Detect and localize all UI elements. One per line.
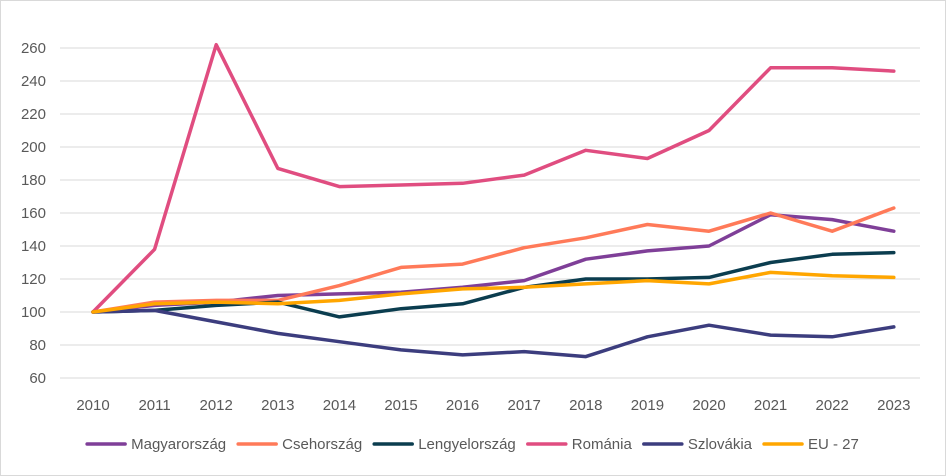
y-tick-label: 220 bbox=[21, 106, 46, 123]
x-tick-label: 2019 bbox=[631, 397, 664, 414]
x-tick-label: 2017 bbox=[508, 397, 541, 414]
x-tick-label: 2018 bbox=[569, 397, 602, 414]
x-tick-label: 2016 bbox=[446, 397, 479, 414]
series-line-1 bbox=[91, 206, 896, 314]
legend: Magyarország Csehország Lengyelország Román… bbox=[85, 436, 859, 453]
legend-label: Románia bbox=[572, 436, 633, 453]
x-tick-label: 2015 bbox=[384, 397, 417, 414]
series-line-3 bbox=[91, 42, 896, 314]
legend-label: EU - 27 bbox=[808, 436, 859, 453]
y-axis-ticks: 60 80 100 120 140 160 180 200 220 240 260 bbox=[21, 40, 46, 387]
series-lines bbox=[91, 42, 896, 359]
y-tick-label: 160 bbox=[21, 205, 46, 222]
x-tick-label: 2012 bbox=[200, 397, 233, 414]
gridlines bbox=[60, 47, 920, 379]
y-tick-label: 200 bbox=[21, 139, 46, 156]
x-tick-label: 2010 bbox=[76, 397, 109, 414]
series-line-4 bbox=[91, 308, 896, 359]
legend-label: Csehország bbox=[282, 436, 362, 453]
legend-label: Lengyelország bbox=[418, 436, 516, 453]
y-tick-label: 180 bbox=[21, 172, 46, 189]
legend-label: Magyarország bbox=[131, 436, 226, 453]
legend-label: Szlovákia bbox=[688, 436, 753, 453]
y-tick-label: 140 bbox=[21, 238, 46, 255]
y-tick-label: 120 bbox=[21, 271, 46, 288]
x-tick-label: 2011 bbox=[138, 397, 170, 414]
y-tick-label: 260 bbox=[21, 40, 46, 57]
x-tick-label: 2022 bbox=[816, 397, 849, 414]
x-tick-label: 2020 bbox=[692, 397, 725, 414]
x-tick-label: 2021 bbox=[754, 397, 787, 414]
y-tick-label: 240 bbox=[21, 73, 46, 90]
y-tick-label: 60 bbox=[29, 370, 46, 387]
x-tick-label: 2014 bbox=[323, 397, 356, 414]
x-tick-label: 2023 bbox=[877, 397, 910, 414]
series-line-5 bbox=[91, 270, 896, 314]
y-tick-label: 80 bbox=[29, 337, 46, 354]
series-line-2 bbox=[91, 250, 896, 319]
x-axis-ticks: 2010 2011 2012 2013 2014 2015 2016 2017 2018 2019… bbox=[76, 397, 910, 414]
x-tick-label: 2013 bbox=[261, 397, 294, 414]
y-tick-label: 100 bbox=[21, 304, 46, 321]
